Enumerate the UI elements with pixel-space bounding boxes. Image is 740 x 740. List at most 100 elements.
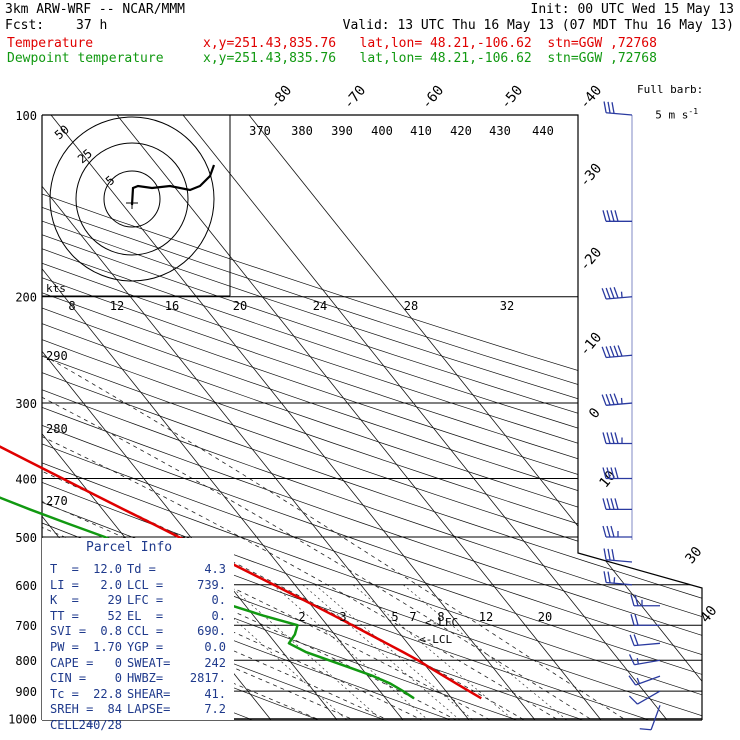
- parcel-info-cell: LI =: [50, 577, 79, 592]
- wind-barb-staff: [606, 112, 633, 116]
- parcel-info-cell: LAPSE=: [127, 702, 171, 717]
- hodograph-ring: [75, 142, 189, 256]
- wind-barb-flag: [605, 287, 611, 299]
- parcel-info-cell: 0: [114, 671, 122, 686]
- wind-barb-flag: [610, 467, 615, 479]
- parcel-info-cell: PW =: [50, 640, 79, 654]
- dry-adiabat-line: [42, 115, 702, 720]
- isotherm-line: [42, 115, 423, 720]
- isotherm-line: [42, 115, 489, 720]
- wind-barb-flag: [605, 346, 611, 358]
- dry-adiabat-line: [42, 115, 702, 720]
- pressure-tick-label: 800: [15, 654, 37, 668]
- wind-barb: [602, 467, 632, 480]
- moist-adiabat-line: [42, 296, 611, 720]
- wind-barb-staff: [634, 659, 661, 666]
- wind-barb-flag: [602, 525, 607, 538]
- parcel-info-cell: 1.70: [93, 640, 122, 654]
- wind-barb-staff: [634, 642, 661, 647]
- wind-barb-flag: [613, 345, 619, 357]
- wind-barb-flag: [601, 346, 607, 358]
- theta-label: 420: [450, 124, 472, 138]
- wind-barb-staff: [637, 690, 661, 705]
- isotherm-line: [50, 115, 555, 720]
- pressure-tick-label: 700: [15, 619, 37, 633]
- wind-barb-staff: [606, 559, 633, 563]
- wind-barb-flag: [610, 525, 615, 538]
- wind-barb-flag: [609, 345, 615, 358]
- hodograph-speed-label: 32: [500, 299, 514, 313]
- wind-barb-staff: [606, 296, 633, 300]
- wind-barbs: [601, 101, 661, 731]
- barb-key-unit-text: 5 m s: [655, 108, 689, 122]
- wind-barb-flag: [636, 658, 639, 665]
- wind-barb: [603, 571, 633, 586]
- isotherm-line: [116, 115, 621, 720]
- parcel-info-cell: 22.8: [93, 686, 122, 701]
- wind-barb: [602, 210, 632, 222]
- moist-adiabat-line: [42, 296, 479, 720]
- forecast-label: Fcst:: [5, 18, 45, 33]
- isotherm-line: [42, 115, 357, 720]
- parcel-info-cell: 2817.: [189, 671, 226, 686]
- parcel-info-cell: K =: [50, 593, 79, 608]
- parcel-info-cell: 240/28: [78, 718, 122, 732]
- wind-barb-flag: [610, 432, 615, 444]
- parcel-info-cell: 0.0: [204, 640, 226, 654]
- parcel-info-cell: 0.8: [100, 624, 122, 639]
- pressure-tick-label: 200: [15, 291, 37, 305]
- pressure-tick-label: 900: [15, 685, 37, 699]
- wind-barb: [601, 393, 633, 406]
- parcel-info-cell: 690.: [197, 624, 226, 639]
- parcel-info-cell: 12.0: [93, 562, 122, 576]
- theta-side-label: 290: [46, 349, 68, 363]
- wind-barb: [629, 634, 661, 647]
- pressure-tick-label: 600: [15, 579, 37, 593]
- parcel-info-cell: SVI =: [50, 624, 87, 639]
- mixing-ratio-label: 3: [339, 610, 346, 624]
- parcel-info-cell: TT =: [50, 608, 79, 623]
- parcel-info-cell: HWBZ=: [127, 671, 164, 686]
- mixing-ratio-line: [314, 584, 487, 720]
- dry-adiabat-line: [42, 115, 702, 720]
- parcel-info-cell: CCL =: [127, 624, 164, 639]
- parcel-info-cell: 739.: [197, 577, 226, 592]
- theta-side-label: 270: [46, 494, 68, 508]
- theta-side-label: 280: [46, 422, 68, 436]
- parcel-info-cell: CELL =: [50, 718, 94, 732]
- dry-adiabat-line: [42, 115, 702, 720]
- parcel-info-cell: 7.2: [204, 702, 226, 717]
- wind-barb-flag: [613, 577, 616, 584]
- wind-barb-flag: [602, 210, 607, 222]
- parcel-info-cell: Tc =: [50, 686, 79, 701]
- wind-barb-flag: [614, 498, 619, 510]
- dry-adiabat-line: [42, 115, 702, 720]
- init-time: Init: 00 UTC Wed 15 May 13: [530, 2, 735, 17]
- wind-barb-flag: [629, 634, 635, 646]
- wind-barb-flag: [607, 548, 611, 561]
- lfc-marker: <-LFC: [425, 616, 458, 629]
- wind-barb-flag: [602, 432, 607, 444]
- wind-barb: [601, 287, 633, 300]
- hodograph-speed-label: 16: [165, 299, 179, 313]
- wind-barb: [603, 101, 633, 116]
- hodograph-trace: [130, 164, 216, 206]
- wind-barb-flag: [607, 101, 611, 114]
- parcel-info-cell: 84: [107, 702, 122, 717]
- wind-barb-flag: [606, 432, 611, 444]
- mixing-ratio-label: 20: [538, 610, 552, 624]
- wind-barb: [602, 498, 632, 511]
- parcel-info-title: Parcel Info: [86, 540, 173, 555]
- dry-adiabat-line: [42, 115, 417, 720]
- parcel-info-cell: 242: [204, 655, 226, 670]
- wind-barb-flag: [603, 548, 607, 560]
- wind-barb: [628, 675, 661, 686]
- dry-adiabat-line: [42, 115, 702, 720]
- dry-adiabat-line: [42, 115, 702, 720]
- moist-adiabat-line: [42, 296, 644, 720]
- wind-barb-flag: [613, 393, 619, 405]
- wind-barb-flag: [617, 345, 623, 357]
- mixing-ratio-label: 12: [479, 610, 493, 624]
